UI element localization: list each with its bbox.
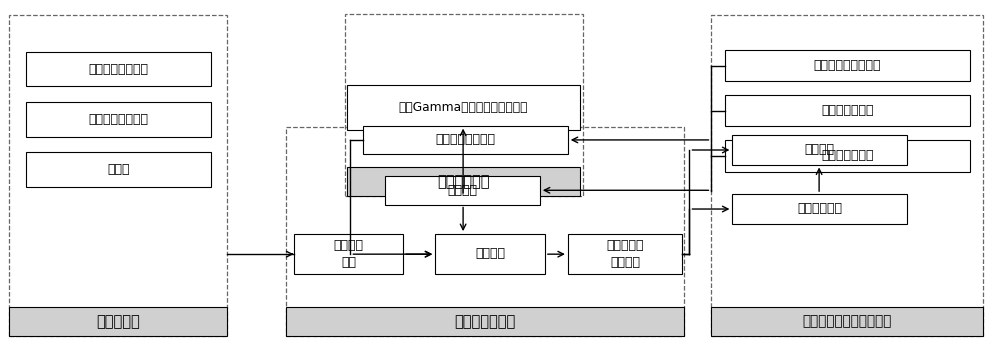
Bar — [568, 234, 682, 274]
Text: 数据预处理: 数据预处理 — [96, 314, 140, 329]
Bar — [363, 126, 568, 154]
Text: 迭代计算求
代价函数: 迭代计算求 代价函数 — [606, 239, 644, 269]
Bar — [286, 307, 684, 336]
Text: 对比验证: 对比验证 — [805, 144, 835, 156]
Text: 广义Gamma分布函数拟合谱函数: 广义Gamma分布函数拟合谱函数 — [399, 101, 528, 114]
Bar — [294, 234, 403, 274]
Bar — [732, 135, 907, 164]
Text: 预设先验概率分布: 预设先验概率分布 — [436, 133, 496, 146]
Bar — [347, 167, 580, 196]
Bar — [345, 14, 583, 196]
Text: 星地数据时空匹配: 星地数据时空匹配 — [89, 113, 149, 126]
Bar — [26, 52, 211, 86]
Bar — [711, 307, 983, 336]
Text: 云检测: 云检测 — [107, 163, 130, 176]
Bar — [286, 127, 684, 336]
Bar — [725, 95, 970, 126]
Text: 归纳云雨分布特征: 归纳云雨分布特征 — [89, 63, 149, 76]
Bar — [26, 153, 211, 187]
Bar — [347, 85, 580, 130]
Bar — [385, 176, 540, 204]
Text: 地基毫米波雷达: 地基毫米波雷达 — [821, 149, 874, 162]
Text: 后验模型: 后验模型 — [475, 247, 505, 260]
Bar — [26, 102, 211, 137]
Text: 贝叶斯反演模型: 贝叶斯反演模型 — [454, 314, 516, 329]
Bar — [725, 140, 970, 171]
Bar — [9, 15, 227, 336]
Text: 星载三频毫米波雷达: 星载三频毫米波雷达 — [814, 59, 881, 72]
Bar — [711, 15, 983, 336]
Text: 廓线反演结果: 廓线反演结果 — [797, 202, 842, 215]
Text: 谱函数参数化: 谱函数参数化 — [437, 174, 490, 189]
Bar — [732, 194, 907, 224]
Text: 前向物理
模型: 前向物理 模型 — [333, 239, 363, 269]
Text: 星地毫米波雷达联合观测: 星地毫米波雷达联合观测 — [802, 315, 892, 329]
Bar — [9, 307, 227, 336]
Bar — [435, 234, 545, 274]
Text: 机载毫米波雷达: 机载毫米波雷达 — [821, 104, 874, 117]
Text: 调整因子: 调整因子 — [448, 184, 478, 197]
Bar — [725, 50, 970, 81]
